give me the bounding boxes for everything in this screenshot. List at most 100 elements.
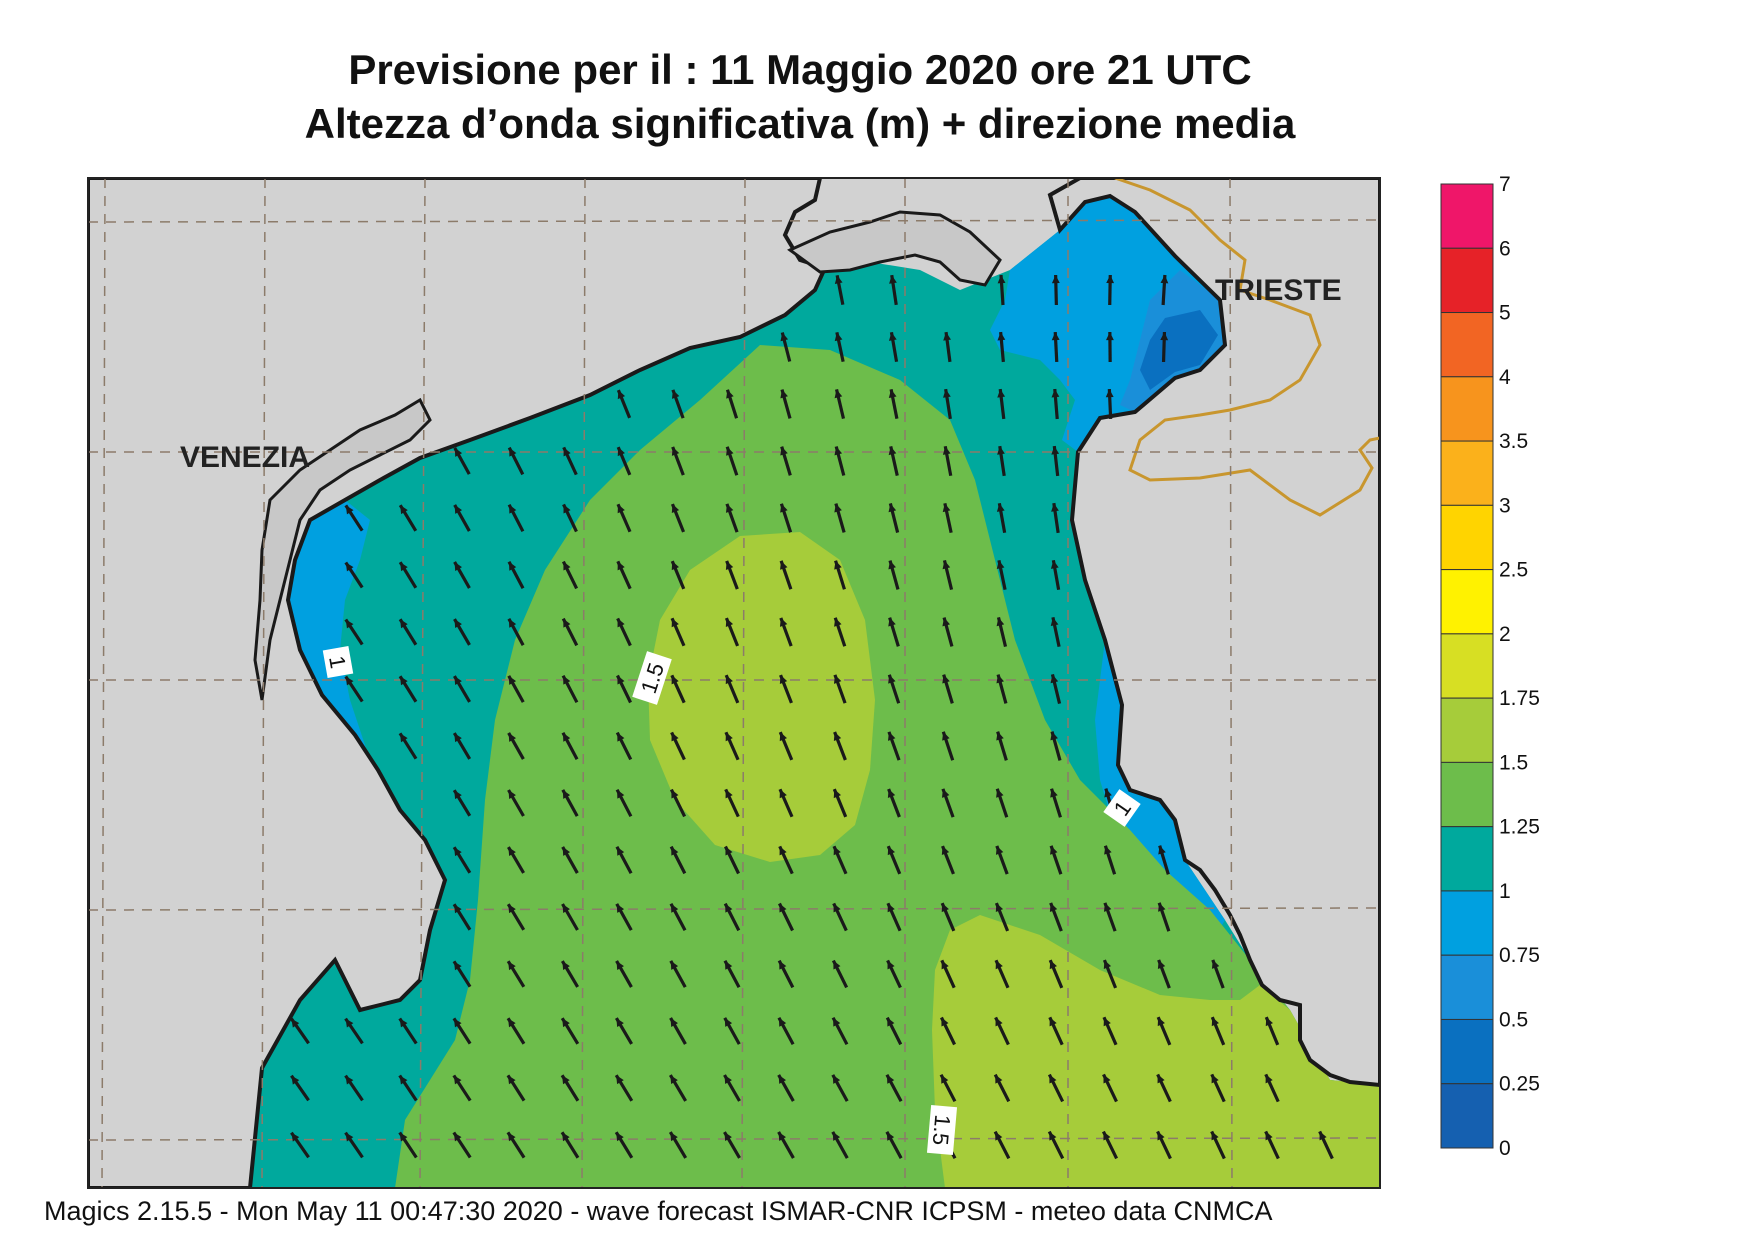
map-grid xyxy=(88,178,1380,1188)
direction-arrow-head xyxy=(1051,446,1060,455)
direction-arrow-head xyxy=(942,617,950,627)
direction-arrow-head xyxy=(834,389,843,399)
direction-arrow-head xyxy=(400,505,408,515)
direction-arrow-head xyxy=(454,619,462,628)
colorbar-level-label: 0.5 xyxy=(1499,1008,1528,1031)
direction-arrow-head xyxy=(562,789,571,799)
direction-arrow-head xyxy=(1157,1074,1165,1084)
colorbar-level-label: 7 xyxy=(1499,173,1511,196)
sea-band-025-05 xyxy=(1140,310,1218,390)
direction-arrow-head xyxy=(832,1131,841,1141)
colorbar-swatch xyxy=(1440,697,1494,763)
direction-arrow-head xyxy=(509,447,517,457)
direction-arrow-head xyxy=(616,846,625,856)
direction-arrow-head xyxy=(834,617,842,627)
direction-arrow-head xyxy=(454,561,462,571)
istria-land xyxy=(1047,178,1380,1088)
direction-arrow-head xyxy=(345,1075,354,1085)
direction-arrow-head xyxy=(779,903,787,913)
direction-arrow-head xyxy=(671,618,679,628)
direction-arrow-head xyxy=(509,504,517,514)
direction-arrow-head xyxy=(1211,1131,1219,1141)
direction-arrow-head xyxy=(834,275,843,284)
colorbar-level-label: 2.5 xyxy=(1499,559,1528,582)
direction-arrow-head xyxy=(671,561,679,571)
sea-band-15-175-south xyxy=(932,915,1380,1188)
direction-arrow-head xyxy=(1103,1074,1111,1084)
sea-band-075-1 xyxy=(990,196,1225,452)
direction-arrow-head xyxy=(995,903,1004,913)
direction-arrow-head xyxy=(833,846,841,856)
colorbar-swatch xyxy=(1440,1083,1494,1149)
direction-arrow-head xyxy=(617,618,625,628)
direction-arrow-head xyxy=(670,1132,678,1142)
direction-arrow-head xyxy=(1103,960,1112,970)
direction-arrow-head xyxy=(454,504,463,514)
direction-arrow-head xyxy=(508,961,516,971)
direction-arrow-head xyxy=(996,560,1005,570)
direction-arrow-head xyxy=(562,846,571,856)
direction-arrow-head xyxy=(1051,275,1060,284)
sea-band-15-175-central xyxy=(648,532,875,862)
direction-arrow-head xyxy=(1050,560,1059,569)
colorbar-swatch xyxy=(1440,440,1494,506)
direction-arrow-head xyxy=(941,788,950,798)
direction-arrow-head xyxy=(1157,1017,1165,1027)
direction-arrow-head xyxy=(454,847,462,857)
direction-arrow-head xyxy=(400,676,408,686)
direction-arrow-head xyxy=(724,1017,733,1027)
direction-arrow-head xyxy=(889,275,897,284)
colorbar-swatch xyxy=(1440,1018,1494,1085)
colorbar-swatch xyxy=(1440,376,1494,442)
colorbar-swatch xyxy=(1440,504,1494,571)
direction-arrow-head xyxy=(725,675,733,685)
direction-arrow-head xyxy=(617,561,625,571)
direction-arrow-head xyxy=(1319,1131,1327,1141)
direction-arrow-head xyxy=(995,1017,1003,1027)
direction-arrow-head xyxy=(508,618,517,628)
direction-arrow-head xyxy=(1050,731,1058,741)
direction-arrow-head xyxy=(508,1018,516,1028)
direction-arrow-head xyxy=(725,789,733,799)
direction-arrow-head xyxy=(1157,1131,1165,1141)
direction-arrow-head xyxy=(345,619,354,629)
direction-arrow-head xyxy=(942,731,950,741)
direction-arrow-head xyxy=(832,1074,841,1084)
colorbar-level-label: 1.25 xyxy=(1499,816,1540,839)
direction-arrow-head xyxy=(780,503,788,513)
direction-arrow-head xyxy=(886,1131,895,1141)
colorbar-swatch xyxy=(1440,890,1494,956)
direction-arrow-head xyxy=(1265,1131,1273,1141)
direction-arrow-head xyxy=(562,1018,570,1028)
direction-arrow-head xyxy=(670,903,679,913)
direction-arrow-head xyxy=(725,560,734,570)
colorbar-level-label: 5 xyxy=(1499,302,1511,325)
direction-arrow-head xyxy=(833,960,841,970)
colorbar-swatch xyxy=(1440,954,1494,1020)
direction-arrow-head xyxy=(996,617,1005,627)
direction-arrow-head xyxy=(834,332,843,342)
direction-arrow-head xyxy=(454,447,463,457)
direction-arrow-head xyxy=(888,446,897,456)
direction-arrow-head xyxy=(453,1075,462,1085)
direction-arrow-head xyxy=(453,1018,462,1028)
direction-arrow-head xyxy=(563,561,571,571)
direction-arrow-head xyxy=(995,960,1003,970)
direction-arrow-head xyxy=(1105,389,1114,398)
direction-arrow-head xyxy=(834,560,842,570)
direction-arrow-head xyxy=(562,1132,570,1142)
map-subtitle: Altezza d’onda significativa (m) + direz… xyxy=(304,100,1296,147)
direction-arrow-head xyxy=(1049,1131,1057,1141)
direction-arrow-head xyxy=(888,560,896,570)
direction-arrow-head xyxy=(1103,1131,1111,1141)
direction-arrow-head xyxy=(725,618,734,628)
direction-arrow-head xyxy=(616,1132,624,1142)
contour-label-1-east: 1 xyxy=(1103,789,1141,827)
direction-arrow-head xyxy=(779,960,787,970)
direction-arrow-head xyxy=(291,1075,300,1085)
direction-arrow-head xyxy=(562,904,570,913)
direction-arrow-head xyxy=(887,960,895,970)
direction-arrow-head xyxy=(725,846,733,856)
direction-arrow-head xyxy=(1104,845,1112,855)
direction-arrow-head xyxy=(671,846,679,856)
